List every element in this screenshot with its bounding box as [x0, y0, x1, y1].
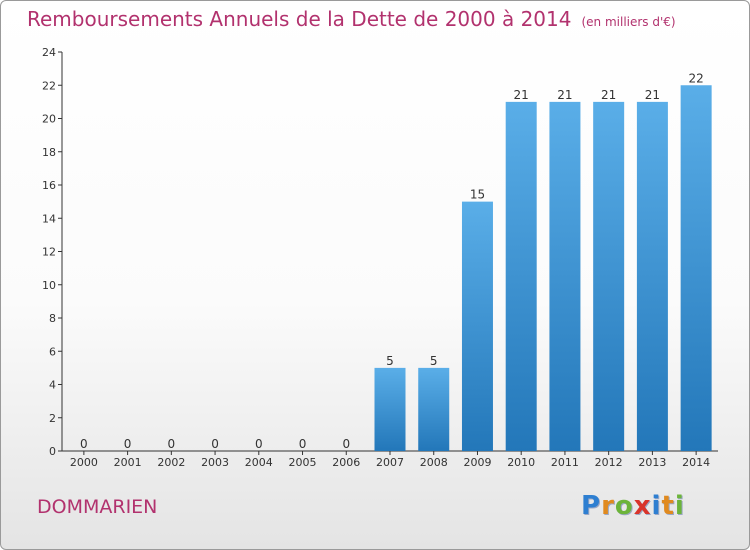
logo-letter: x — [633, 491, 652, 521]
data-label-2002: 0 — [168, 437, 176, 451]
y-tick-label: 4 — [49, 379, 56, 392]
data-label-2010: 21 — [514, 88, 529, 102]
y-tick-label: 24 — [42, 46, 56, 59]
x-tick-label: 2001 — [114, 456, 142, 469]
x-tick-label: 2002 — [157, 456, 185, 469]
y-tick-label: 2 — [49, 412, 56, 425]
y-tick-label: 18 — [42, 146, 56, 159]
chart-data-labels: 0 0 0 0 0 0 0 5 5 15 21 21 21 21 22 — [80, 71, 704, 451]
x-tick-label: 2005 — [289, 456, 317, 469]
x-tick-label: 2000 — [70, 456, 98, 469]
chart-subtitle: (en milliers d'€) — [581, 15, 676, 29]
x-tick-label: 2004 — [245, 456, 273, 469]
bar-2009 — [461, 201, 493, 451]
data-label-2013: 21 — [645, 88, 660, 102]
chart-title-text: Remboursements Annuels de la Dette de 20… — [27, 7, 572, 31]
y-tick-label: 0 — [49, 445, 56, 458]
x-tick-label: 2012 — [595, 456, 623, 469]
data-label-2006: 0 — [342, 437, 350, 451]
y-tick-label: 14 — [42, 212, 56, 225]
logo-letter: o — [614, 491, 634, 521]
data-label-2009: 15 — [470, 188, 485, 202]
place-name: DOMMARIEN — [37, 496, 158, 518]
data-label-2011: 21 — [557, 88, 572, 102]
bar-2014 — [680, 85, 712, 451]
logo-letter: P — [581, 491, 602, 521]
bar-2007 — [374, 367, 406, 451]
x-tick-label: 2006 — [332, 456, 360, 469]
data-label-2003: 0 — [211, 437, 219, 451]
y-tick-label: 8 — [49, 312, 56, 325]
data-label-2007: 5 — [386, 354, 394, 368]
proxiti-logo: Proxiti — [581, 491, 685, 521]
x-tick-label: 2007 — [376, 456, 404, 469]
chart-bars — [374, 85, 712, 451]
logo-letter: t — [661, 491, 675, 521]
y-tick-label: 12 — [42, 246, 56, 259]
x-tick-label: 2014 — [682, 456, 710, 469]
x-tick-label: 2009 — [463, 456, 491, 469]
data-label-2004: 0 — [255, 437, 263, 451]
data-label-2001: 0 — [124, 437, 132, 451]
y-tick-label: 10 — [42, 279, 56, 292]
y-tick-label: 16 — [42, 179, 56, 192]
logo-letter: r — [601, 491, 615, 521]
data-label-2014: 22 — [688, 71, 703, 85]
x-tick-label: 2013 — [638, 456, 666, 469]
bar-2013 — [636, 101, 668, 451]
y-tick-label: 6 — [49, 345, 56, 358]
x-tick-label: 2003 — [201, 456, 229, 469]
x-tick-label: 2010 — [507, 456, 535, 469]
data-label-2005: 0 — [299, 437, 307, 451]
x-tick-label: 2011 — [551, 456, 579, 469]
y-tick-label: 20 — [42, 113, 56, 126]
x-tick-label: 2008 — [420, 456, 448, 469]
logo-letter: i — [651, 491, 662, 521]
bar-2010 — [505, 101, 537, 451]
bar-2011 — [549, 101, 581, 451]
data-label-2012: 21 — [601, 88, 616, 102]
bar-2008 — [418, 367, 450, 451]
y-tick-label: 22 — [42, 79, 56, 92]
bar-2012 — [593, 101, 625, 451]
data-label-2008: 5 — [430, 354, 438, 368]
chart-title: Remboursements Annuels de la Dette de 20… — [27, 7, 676, 31]
data-label-2000: 0 — [80, 437, 88, 451]
logo-letter: i — [674, 491, 685, 521]
